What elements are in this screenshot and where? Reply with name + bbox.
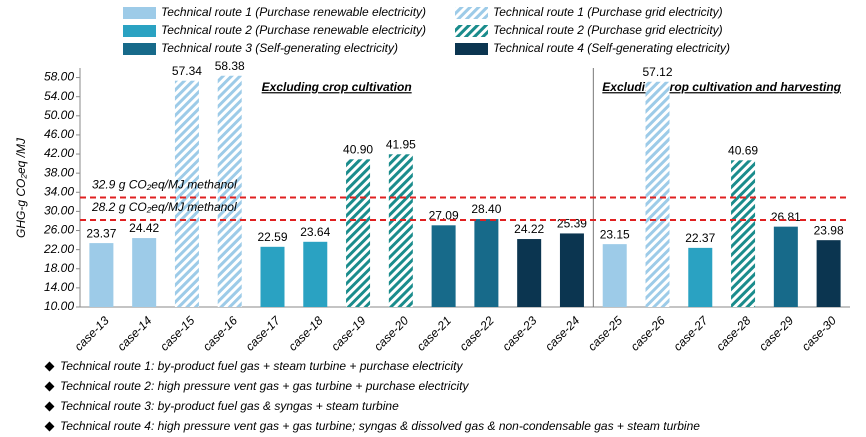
- value-label: 23.98: [814, 223, 844, 237]
- legend-label: Technical route 2 (Purchase renewable el…: [161, 23, 426, 37]
- value-label: 58.38: [215, 59, 245, 73]
- legend-swatch: [455, 25, 488, 37]
- bar: [559, 233, 584, 307]
- note: Technical route 4: high pressure vent ga…: [60, 419, 700, 433]
- value-label: 25.39: [557, 217, 587, 231]
- bar: [132, 238, 157, 307]
- y-tick-label: 50.00: [44, 108, 74, 122]
- legend-label: Technical route 3 (Self-generating elect…: [161, 41, 398, 55]
- x-tick-label: case-16: [200, 313, 240, 353]
- x-tick-label: case-24: [542, 313, 582, 353]
- value-label: 41.95: [386, 137, 416, 151]
- y-tick-label: 22.00: [43, 242, 74, 256]
- bar: [303, 241, 328, 307]
- value-label: 27.09: [429, 208, 459, 222]
- reference-label: 28.2 g CO₂eq/MJ methanol: [91, 200, 237, 214]
- value-label: 23.37: [86, 226, 116, 240]
- value-label: 22.37: [685, 231, 715, 245]
- x-tick-label: case-26: [628, 313, 668, 353]
- legend-label: Technical route 4 (Self-generating elect…: [493, 41, 730, 55]
- bar: [816, 240, 841, 307]
- x-tick-label: case-29: [756, 313, 796, 353]
- y-tick-label: 34.00: [44, 184, 74, 198]
- y-tick-label: 18.00: [44, 261, 74, 275]
- legend-label: Technical route 2 (Purchase grid electri…: [493, 23, 723, 37]
- y-tick-label: 26.00: [43, 223, 74, 237]
- y-tick-label: 30.00: [44, 204, 74, 218]
- value-label: 28.40: [471, 202, 501, 216]
- value-label: 23.64: [300, 225, 330, 239]
- bar: [174, 80, 199, 307]
- bar: [217, 75, 242, 308]
- x-tick-label: case-21: [414, 313, 454, 353]
- section-label: Excluding crop cultivation: [262, 80, 412, 94]
- bar: [688, 247, 713, 307]
- value-label: 22.59: [257, 230, 287, 244]
- value-label: 23.15: [600, 227, 630, 241]
- note-bullet: [44, 401, 55, 412]
- value-label: 40.69: [728, 143, 758, 157]
- bar: [431, 225, 456, 307]
- y-tick-label: 10.00: [44, 299, 74, 313]
- x-tick-label: case-15: [157, 313, 197, 353]
- bar: [346, 159, 371, 307]
- note-bullet: [44, 381, 55, 392]
- bar: [602, 244, 627, 307]
- y-tick-label: 14.00: [44, 280, 74, 294]
- x-tick-label: case-17: [243, 313, 284, 354]
- y-tick-label: 58.00: [44, 70, 74, 84]
- note: Technical route 1: by-product fuel gas +…: [60, 359, 463, 373]
- bar: [731, 160, 756, 307]
- bar: [773, 226, 798, 307]
- note: Technical route 3: by-product fuel gas &…: [60, 399, 399, 413]
- value-label: 57.12: [642, 65, 672, 79]
- legend-swatch: [455, 43, 488, 55]
- y-tick-label: 46.00: [44, 127, 74, 141]
- x-tick-label: case-20: [371, 313, 411, 353]
- bar: [260, 246, 285, 307]
- x-tick-label: case-14: [114, 313, 154, 353]
- value-label: 40.90: [343, 142, 373, 156]
- legend-label: Technical route 1 (Purchase grid electri…: [493, 5, 723, 19]
- value-label: 24.22: [514, 222, 544, 236]
- bar: [388, 154, 413, 307]
- y-tick-label: 42.00: [44, 146, 74, 160]
- bar: [517, 239, 542, 307]
- x-tick-label: case-30: [799, 313, 839, 353]
- section-label: Excluding crop cultivation and harvestin…: [602, 80, 841, 94]
- reference-label: 32.9 g CO₂eq/MJ methanol: [92, 178, 237, 192]
- legend-swatch: [455, 7, 488, 19]
- value-label: 24.42: [129, 221, 159, 235]
- y-axis-label: GHG-g CO₂eq /MJ: [14, 137, 28, 238]
- x-tick-label: case-19: [328, 313, 368, 353]
- x-tick-label: case-23: [499, 313, 539, 353]
- note: Technical route 2: high pressure vent ga…: [60, 379, 469, 393]
- x-tick-label: case-28: [713, 313, 753, 353]
- value-label: 26.81: [771, 210, 801, 224]
- y-tick-label: 38.00: [44, 165, 74, 179]
- x-tick-label: case-27: [671, 313, 712, 354]
- bar: [645, 81, 670, 307]
- legend-label: Technical route 1 (Purchase renewable el…: [161, 5, 426, 19]
- bar: [89, 243, 114, 307]
- x-tick-label: case-13: [72, 313, 112, 353]
- legend-swatch: [123, 7, 156, 19]
- note-bullet: [44, 421, 55, 432]
- x-tick-label: case-18: [286, 313, 326, 353]
- bar: [474, 219, 499, 307]
- legend-swatch: [123, 25, 156, 37]
- y-tick-label: 54.00: [44, 89, 74, 103]
- value-label: 57.34: [172, 64, 202, 78]
- x-tick-label: case-25: [585, 313, 625, 353]
- note-bullet: [44, 361, 55, 372]
- legend-swatch: [123, 43, 156, 55]
- x-tick-label: case-22: [457, 313, 497, 353]
